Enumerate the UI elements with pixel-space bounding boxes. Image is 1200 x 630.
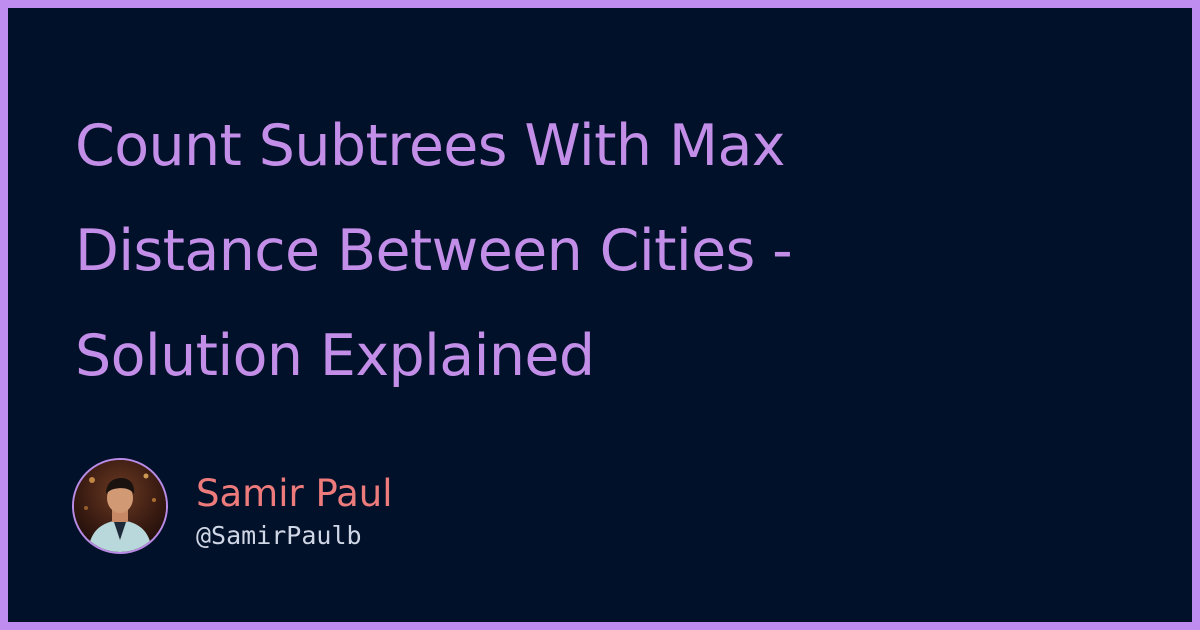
page-title: Count Subtrees With Max Distance Between… bbox=[75, 94, 1135, 409]
title-line-1: Count Subtrees With Max bbox=[75, 113, 786, 179]
avatar bbox=[72, 458, 168, 554]
social-card: Count Subtrees With Max Distance Between… bbox=[8, 8, 1192, 622]
title-line-2: Distance Between Cities - bbox=[75, 218, 793, 284]
title-line-3: Solution Explained bbox=[75, 323, 595, 389]
author-name: Samir Paul bbox=[196, 472, 393, 515]
profile-photo-icon bbox=[74, 460, 166, 552]
author-handle: @SamirPaulb bbox=[196, 521, 362, 550]
